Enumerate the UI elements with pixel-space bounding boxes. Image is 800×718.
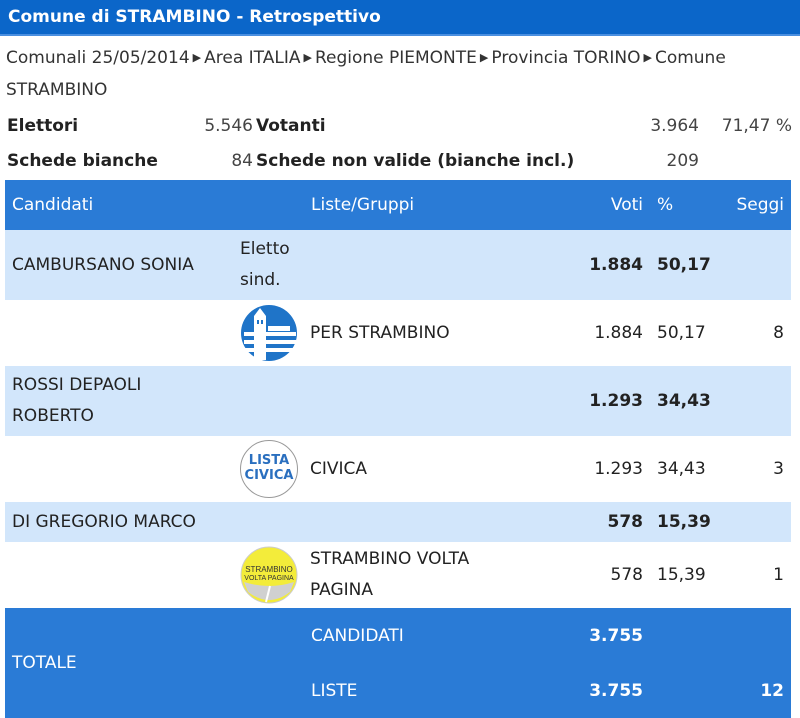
totale-candidati-row: TOTALE CANDIDATI 3.755: [5, 608, 791, 673]
svg-text:STRAMBINO: STRAMBINO: [245, 565, 293, 574]
table-row-candidate: DI GREGORIO MARCO 578 15,39: [5, 502, 791, 542]
candidate-pct: 34,43: [657, 391, 711, 411]
breadcrumb-separator-icon: ▶: [192, 51, 202, 64]
breadcrumb-separator-icon: ▶: [643, 51, 652, 64]
candidate-voti: 1.884: [589, 255, 643, 275]
list-pct: 15,39: [657, 565, 706, 585]
candidate-name: ROSSI DEPAOLI ROBERTO: [12, 375, 142, 426]
elected-mayor-note: Eletto sind.: [240, 239, 290, 290]
table-row-candidate: ROSSI DEPAOLI ROBERTO 1.293 34,43: [5, 366, 791, 436]
breadcrumb: Comunali 25/05/2014 ▶ Area ITALIA ▶ Regione …: [6, 43, 796, 106]
table-row-list: STRAMBINO VOLTA PAGINA STRAMBINO VOLTA P…: [5, 542, 791, 608]
list-seggi: 3: [773, 459, 784, 479]
breadcrumb-item-election[interactable]: Comunali 25/05/2014: [6, 48, 190, 68]
per-strambino-logo-icon: [240, 304, 298, 362]
candidate-pct: 15,39: [657, 512, 711, 532]
candidate-voti: 1.293: [589, 391, 643, 411]
breadcrumb-separator-icon: ▶: [479, 51, 489, 64]
table-row-candidate: CAMBURSANO SONIA Eletto sind. 1.884 50,1…: [5, 230, 791, 300]
elettori-label: Elettori: [7, 116, 79, 136]
lista-civica-logo-icon: LISTA CIVICA: [240, 440, 298, 498]
header-liste: Liste/Gruppi: [311, 195, 415, 215]
header-pct: %: [657, 195, 674, 215]
schede-bianche-label: Schede bianche: [7, 151, 158, 171]
page-title: Comune di STRAMBINO - Retrospettivo: [0, 0, 800, 36]
svg-text:VOLTA PAGINA: VOLTA PAGINA: [244, 575, 294, 582]
candidate-voti: 578: [607, 512, 644, 532]
totale-label: TOTALE: [12, 653, 77, 673]
candidate-name: DI GREGORIO MARCO: [12, 512, 196, 532]
candidate-pct: 50,17: [657, 255, 711, 275]
turnout-stats: Elettori 5.546 Votanti 3.964 71,47 % Sch…: [0, 112, 800, 182]
table-header: Candidati Liste/Gruppi Voti % Seggi: [5, 180, 791, 230]
schede-bianche-value: 84: [231, 151, 253, 171]
breadcrumb-item-comune[interactable]: Comune STRAMBINO: [6, 48, 726, 100]
totale-candidati-voti: 3.755: [589, 625, 643, 646]
votanti-percentage: 71,47 %: [721, 116, 792, 136]
list-voti: 578: [610, 565, 643, 585]
votanti-value: 3.964: [650, 116, 699, 136]
list-seggi: 1: [773, 565, 784, 585]
header-voti: Voti: [610, 195, 643, 215]
schede-non-valide-label: Schede non valide (bianche incl.): [256, 151, 575, 171]
table-row-list: PER STRAMBINO 1.884 50,17 8: [5, 300, 791, 366]
list-pct: 34,43: [657, 459, 706, 479]
votanti-label: Votanti: [256, 116, 326, 136]
list-voti: 1.884: [594, 323, 643, 343]
header-candidati: Candidati: [12, 195, 94, 215]
list-voti: 1.293: [594, 459, 643, 479]
totale-liste-label: LISTE: [311, 680, 358, 701]
totale-liste-voti: 3.755: [589, 680, 643, 701]
results-table: Candidati Liste/Gruppi Voti % Seggi CAMB…: [5, 180, 791, 718]
list-name: CIVICA: [310, 459, 368, 479]
list-seggi: 8: [773, 323, 784, 343]
header-seggi: Seggi: [736, 195, 784, 215]
strambino-volta-pagina-logo-icon: STRAMBINO VOLTA PAGINA: [240, 546, 298, 604]
totale-liste-seggi: 12: [760, 680, 784, 701]
list-name: PER STRAMBINO: [310, 323, 450, 343]
table-row-list: LISTA CIVICA CIVICA 1.293 34,43 3: [5, 436, 791, 502]
candidate-name: CAMBURSANO SONIA: [12, 255, 194, 275]
breadcrumb-item-provincia[interactable]: Provincia TORINO: [491, 48, 641, 68]
list-name: STRAMBINO VOLTA PAGINA: [310, 549, 470, 600]
totale-candidati-label: CANDIDATI: [311, 625, 404, 646]
breadcrumb-item-area[interactable]: Area ITALIA: [204, 48, 301, 68]
schede-non-valide-value: 209: [666, 151, 699, 171]
breadcrumb-separator-icon: ▶: [303, 51, 312, 64]
breadcrumb-item-regione[interactable]: Regione PIEMONTE: [314, 48, 477, 68]
elettori-value: 5.546: [204, 116, 253, 136]
list-pct: 50,17: [657, 323, 706, 343]
